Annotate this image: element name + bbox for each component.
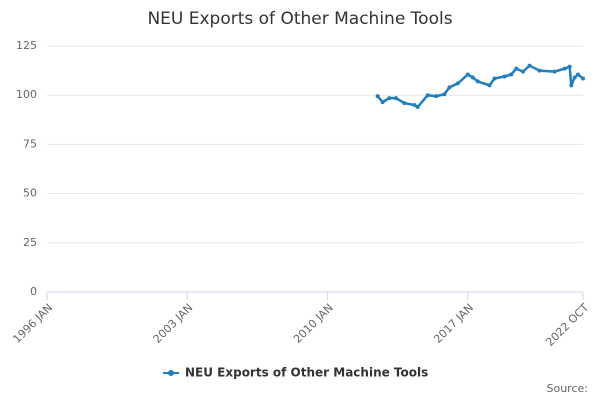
x-tick-label: 1996 JAN bbox=[10, 301, 55, 346]
point bbox=[475, 79, 480, 84]
x-tick-label: 2003 JAN bbox=[151, 301, 196, 346]
point bbox=[393, 96, 398, 101]
point bbox=[415, 105, 420, 110]
point bbox=[572, 75, 577, 80]
point bbox=[562, 66, 567, 71]
point bbox=[581, 76, 585, 81]
point bbox=[470, 75, 475, 80]
point bbox=[567, 64, 572, 69]
point bbox=[455, 81, 460, 86]
point bbox=[425, 93, 430, 98]
point bbox=[552, 69, 557, 74]
y-tick-label: 50 bbox=[23, 187, 37, 200]
point bbox=[387, 96, 392, 101]
point bbox=[442, 92, 447, 97]
point bbox=[520, 69, 525, 74]
point bbox=[509, 72, 514, 77]
chart-title: NEU Exports of Other Machine Tools bbox=[147, 9, 452, 29]
legend-marker bbox=[168, 370, 174, 376]
point bbox=[380, 100, 385, 105]
point bbox=[527, 63, 532, 68]
x-tick-label: 2017 JAN bbox=[431, 301, 476, 346]
line bbox=[376, 64, 584, 109]
y-tick-label: 25 bbox=[23, 236, 37, 249]
point bbox=[487, 83, 492, 88]
point bbox=[402, 101, 407, 106]
point bbox=[375, 94, 380, 99]
x-tick-label: 2022 OCT bbox=[543, 301, 591, 349]
point bbox=[465, 72, 470, 77]
legend-label: NEU Exports of Other Machine Tools bbox=[185, 366, 428, 380]
y-tick-label: 75 bbox=[23, 137, 37, 150]
y-tick-label: 100 bbox=[16, 88, 37, 101]
point bbox=[434, 94, 439, 99]
point bbox=[492, 76, 497, 81]
point bbox=[412, 103, 417, 108]
point bbox=[502, 74, 507, 79]
y-tick-label: 0 bbox=[30, 285, 37, 298]
x-tick-label: 2010 JAN bbox=[291, 301, 336, 346]
point bbox=[514, 66, 519, 71]
point bbox=[569, 83, 574, 88]
source: Source: bbox=[547, 382, 589, 395]
point bbox=[575, 72, 580, 77]
y-tick-label: 125 bbox=[16, 39, 37, 52]
point bbox=[537, 68, 542, 73]
point bbox=[447, 85, 452, 90]
